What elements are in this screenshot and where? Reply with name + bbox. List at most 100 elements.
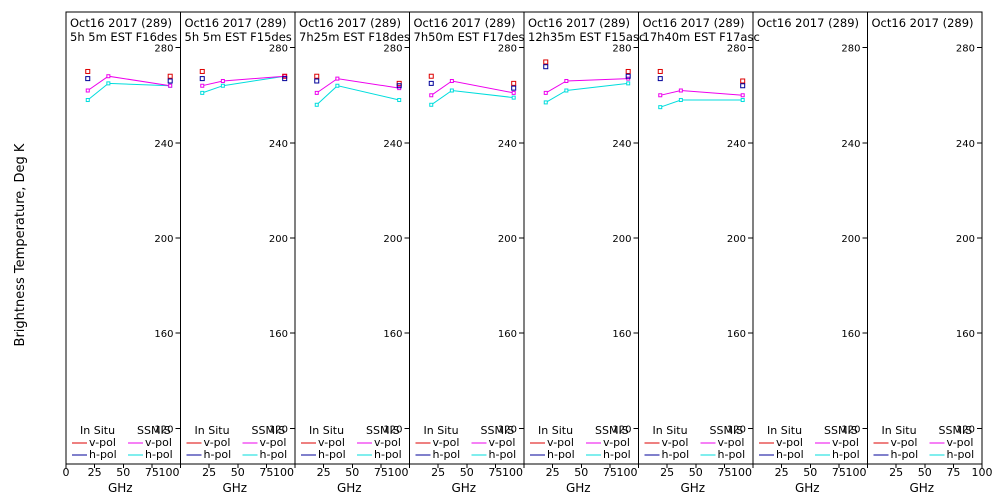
x-tick-label: 75 <box>488 466 502 479</box>
y-tick-label: 240 <box>498 139 517 150</box>
ssmis-h-point <box>200 90 205 95</box>
ssmis-v-line <box>660 89 743 96</box>
x-tick-label: 75 <box>603 466 617 479</box>
x-tick-label: 75 <box>832 466 846 479</box>
x-tick-label: 75 <box>259 466 273 479</box>
panel-subtitle: 7h25m EST F18des <box>299 30 410 44</box>
ssmis-h-point <box>564 88 569 93</box>
x-tick-label: 50 <box>116 466 130 479</box>
ssmis-h-point <box>658 105 663 110</box>
panel-1: Oct16 2017 (289)5h 5m EST F16des 120 160 20… <box>63 16 181 495</box>
insitu-h-point <box>85 76 91 82</box>
legend-insitu-vpol-label: v-pol <box>891 436 918 449</box>
ssmis-h-point <box>543 100 548 105</box>
x-tick-label: 75 <box>946 466 960 479</box>
ssmis-v-point <box>564 78 569 83</box>
legend-ssmis-vpol-label: v-pol <box>145 436 172 449</box>
x-axis-label: GHz <box>909 481 934 495</box>
y-tick-label: 280 <box>498 44 517 55</box>
y-tick-label: 280 <box>154 44 173 55</box>
ssmis-v-line <box>545 78 629 94</box>
panel-title: Oct16 2017 (289) <box>872 16 974 30</box>
y-tick-label: 240 <box>727 139 746 150</box>
x-axis-label: GHz <box>680 481 705 495</box>
x-tick-label: 50 <box>460 466 474 479</box>
insitu-v-point <box>167 73 173 79</box>
y-tick-label: 240 <box>612 139 631 150</box>
ssmis-v-point <box>678 88 683 93</box>
insitu-v-point <box>625 68 631 74</box>
ssmis-h-point <box>429 102 434 107</box>
y-tick-label: 160 <box>956 329 975 340</box>
legend-insitu-header: In Situ <box>882 424 917 437</box>
panel-7: Oct16 2017 (289) 120 160 200 240 280 25 50 75 100… <box>752 12 868 495</box>
ssmis-v-line <box>87 75 171 91</box>
x-axis-label: GHz <box>337 481 362 495</box>
insitu-h-point <box>396 83 402 89</box>
x-tick-label: 100 <box>388 466 409 479</box>
panel-title: Oct16 2017 (289) <box>185 16 287 30</box>
insitu-h-point <box>740 83 746 89</box>
panel-3: Oct16 2017 (289)7h25m EST F18des 120 160 20… <box>294 12 410 495</box>
legend-insitu-vpol-label: v-pol <box>204 436 231 449</box>
legend-insitu-hpol-label: h-pol <box>547 448 575 461</box>
insitu-h-point <box>625 73 631 79</box>
y-tick-label: 200 <box>269 234 288 245</box>
legend-insitu-vpol-label: v-pol <box>662 436 689 449</box>
panel-2: Oct16 2017 (289)5h 5m EST F15des 120 160 20… <box>180 12 296 495</box>
legend-ssmis-header: SSMIS <box>137 424 171 437</box>
y-tick-label: 160 <box>727 329 746 340</box>
ssmis-h-line <box>316 85 400 106</box>
y-tick-label: 160 <box>498 329 517 340</box>
panel-4: Oct16 2017 (289)7h50m EST F17des 120 160 20… <box>409 12 525 495</box>
ssmis-h-point <box>740 98 745 103</box>
y-tick-label: 200 <box>154 234 173 245</box>
ssmis-v-line <box>202 75 285 87</box>
insitu-v-point <box>543 59 549 65</box>
panel-6: Oct16 2017 (289)17h40m EST F17asc 120 160 2… <box>638 12 760 495</box>
ssmis-v-point <box>220 78 225 83</box>
x-tick-label: 25 <box>88 466 102 479</box>
y-tick-label: 120 <box>727 424 746 435</box>
x-axis-label: GHz <box>795 481 820 495</box>
y-tick-label: 240 <box>269 139 288 150</box>
legend-ssmis-vpol-label: v-pol <box>260 436 287 449</box>
ssmis-h-point <box>678 98 683 103</box>
insitu-h-point <box>199 76 205 82</box>
legend-ssmis-header: SSMIS <box>252 424 286 437</box>
y-tick-label: 200 <box>956 234 975 245</box>
x-axis-label: GHz <box>451 481 476 495</box>
y-tick-label: 200 <box>498 234 517 245</box>
legend-insitu-hpol-label: h-pol <box>662 448 690 461</box>
ssmis-v-point <box>658 93 663 98</box>
legend-ssmis-hpol-label: h-pol <box>603 448 631 461</box>
x-tick-label: 25 <box>317 466 331 479</box>
legend-ssmis-hpol-label: h-pol <box>718 448 746 461</box>
panel-8: Oct16 2017 (289) 120 160 200 240 280 25 50 75 100… <box>867 12 993 495</box>
insitu-h-point <box>282 76 288 82</box>
x-tick-label: 50 <box>918 466 932 479</box>
insitu-v-point <box>511 80 517 86</box>
x-tick-label: 25 <box>546 466 560 479</box>
y-tick-label: 280 <box>383 44 402 55</box>
legend-insitu-hpol-label: h-pol <box>89 448 117 461</box>
x-tick-label: 100 <box>846 466 867 479</box>
x-tick-label: 25 <box>775 466 789 479</box>
x-tick-label: 100 <box>502 466 523 479</box>
y-tick-label: 200 <box>841 234 860 245</box>
ssmis-v-point <box>543 90 548 95</box>
x-tick-label: 25 <box>660 466 674 479</box>
panel-title: Oct16 2017 (289) <box>414 16 516 30</box>
y-tick-label: 160 <box>269 329 288 340</box>
legend-ssmis-header: SSMIS <box>481 424 515 437</box>
legend-ssmis-vpol-label: v-pol <box>489 436 516 449</box>
ssmis-v-point <box>200 83 205 88</box>
legend-ssmis-header: SSMIS <box>939 424 973 437</box>
x-tick-label: 75 <box>374 466 388 479</box>
legend-ssmis-vpol-label: v-pol <box>718 436 745 449</box>
legend-insitu-hpol-label: h-pol <box>891 448 919 461</box>
x-tick-label: 25 <box>431 466 445 479</box>
y-tick-label: 160 <box>154 329 173 340</box>
ssmis-v-point <box>335 76 340 81</box>
ssmis-v-point <box>740 93 745 98</box>
